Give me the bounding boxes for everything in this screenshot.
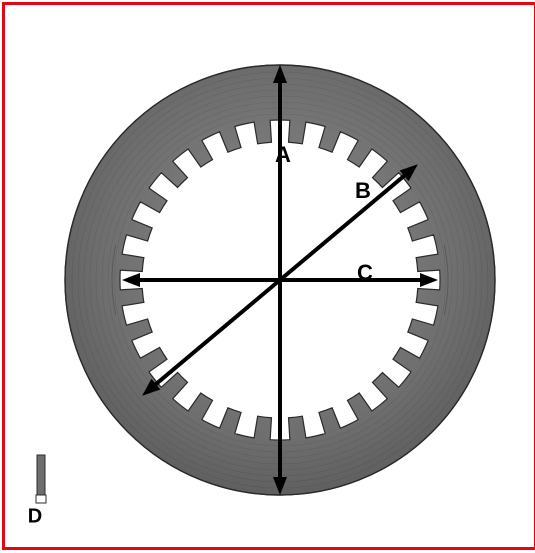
disc-diagram — [5, 5, 535, 553]
label-a: A — [275, 142, 291, 168]
label-c: C — [357, 260, 373, 286]
diagram-frame: A B C D — [2, 2, 535, 550]
label-d: D — [28, 506, 42, 529]
label-b: B — [355, 178, 371, 204]
